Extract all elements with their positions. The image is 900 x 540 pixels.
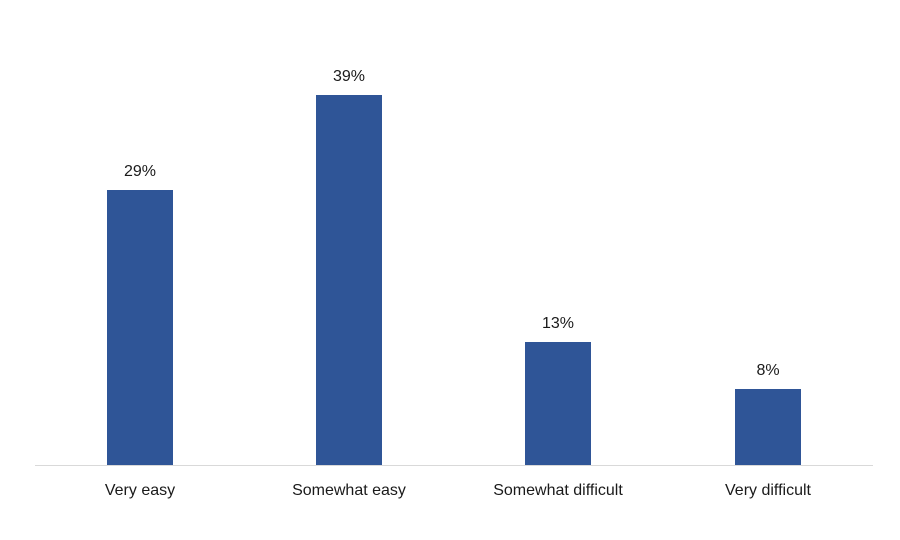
category-label: Somewhat easy (292, 482, 406, 499)
bar (107, 190, 173, 465)
x-axis-line (35, 465, 873, 466)
bar (525, 342, 591, 465)
data-label: 13% (541, 315, 575, 332)
data-label: 29% (123, 163, 157, 180)
bar (316, 95, 382, 465)
data-label: 39% (332, 68, 366, 85)
category-label: Very easy (104, 482, 176, 499)
category-label: Very difficult (725, 482, 811, 499)
category-label: Somewhat difficult (493, 482, 623, 499)
data-label: 8% (756, 362, 780, 379)
bar (735, 389, 801, 465)
